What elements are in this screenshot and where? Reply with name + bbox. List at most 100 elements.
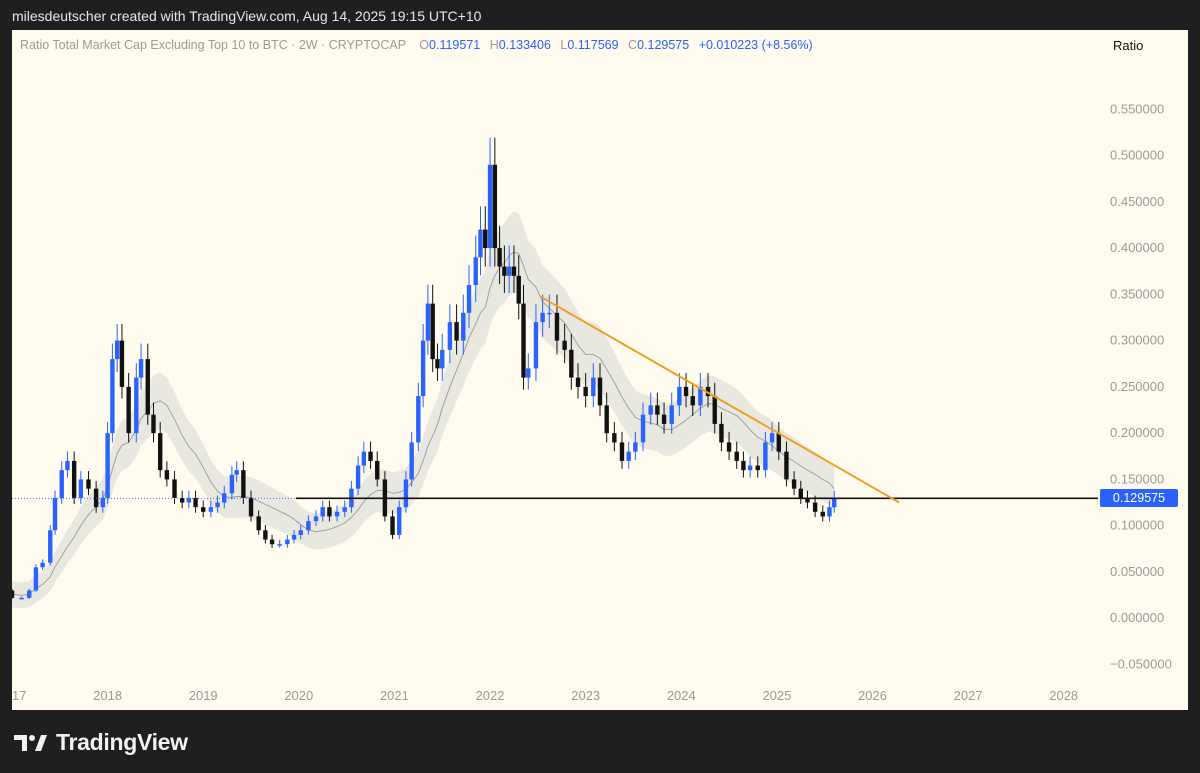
candle-body bbox=[591, 377, 596, 397]
candle-body bbox=[361, 451, 367, 466]
y-tick-label: 0.000000 bbox=[1110, 610, 1164, 625]
candle-body bbox=[812, 502, 818, 512]
candle-body bbox=[776, 433, 781, 452]
candle-body bbox=[313, 516, 319, 522]
candlestick-chart[interactable]: 0.550000 0.500000 0.450000 0.400000 0.350000… bbox=[12, 30, 1188, 710]
candle-body bbox=[569, 349, 574, 378]
open-label: O bbox=[419, 38, 430, 52]
ma-line bbox=[12, 251, 835, 596]
candle-body bbox=[633, 442, 638, 452]
candle-body bbox=[248, 497, 254, 517]
candle-body bbox=[52, 497, 58, 531]
x-tick-label: 2023 bbox=[571, 688, 600, 703]
candle-body bbox=[151, 414, 156, 434]
candle-body bbox=[648, 405, 653, 415]
candle-body bbox=[375, 460, 380, 480]
candle-body bbox=[105, 433, 110, 498]
candle-body bbox=[454, 322, 459, 341]
y-tick-label: 0.400000 bbox=[1110, 240, 1164, 255]
candle-body bbox=[208, 507, 214, 512]
candle-body bbox=[277, 544, 282, 546]
candle-body bbox=[425, 303, 431, 341]
candle-body bbox=[397, 507, 402, 535]
x-tick-label: 2018 bbox=[93, 688, 122, 703]
candle-body bbox=[59, 470, 64, 498]
close-value: 0.129575 bbox=[637, 38, 690, 52]
candle-body bbox=[40, 562, 45, 568]
low-value: 0.117569 bbox=[567, 38, 619, 52]
candle-body bbox=[741, 460, 746, 471]
candle-body bbox=[820, 511, 825, 517]
candle-body bbox=[473, 257, 478, 286]
candle-body bbox=[483, 229, 488, 249]
candle-body bbox=[193, 497, 198, 508]
candle-body bbox=[540, 312, 545, 323]
candle-body bbox=[291, 534, 297, 540]
candle-body bbox=[461, 312, 466, 341]
candle-body bbox=[285, 539, 290, 545]
candle-body bbox=[334, 511, 340, 517]
candle-body bbox=[172, 479, 177, 498]
x-tick-label: 2017 bbox=[12, 688, 26, 703]
candle-body bbox=[19, 597, 24, 600]
candle-body bbox=[263, 530, 268, 540]
candle-body bbox=[669, 405, 674, 424]
candle-body bbox=[126, 386, 131, 434]
x-tick-label: 2022 bbox=[476, 688, 505, 703]
candle-body bbox=[215, 502, 220, 508]
brand-name: TradingView bbox=[56, 729, 188, 755]
candle-body bbox=[511, 266, 517, 276]
change-value: +0.010223 (+8.56%) bbox=[698, 38, 813, 52]
candle-body bbox=[769, 433, 775, 443]
candle-body bbox=[832, 497, 837, 508]
x-tick-label: 2026 bbox=[858, 688, 887, 703]
low-label: L bbox=[560, 38, 568, 52]
candle-body bbox=[430, 303, 435, 360]
candle-body bbox=[597, 377, 603, 406]
candle-body bbox=[110, 359, 115, 434]
candle-body bbox=[164, 470, 170, 480]
candle-body bbox=[726, 442, 732, 452]
x-tick-label: 2027 bbox=[954, 688, 983, 703]
candle-body bbox=[516, 275, 521, 304]
candle-body bbox=[487, 164, 493, 249]
candle-body bbox=[368, 451, 373, 461]
x-tick-label: 2025 bbox=[762, 688, 791, 703]
y-tick-label: 0.300000 bbox=[1110, 333, 1164, 348]
candle-body bbox=[583, 386, 588, 397]
candle-body bbox=[229, 474, 235, 494]
chart-panel[interactable]: 0.550000 0.500000 0.450000 0.400000 0.350000… bbox=[12, 30, 1188, 710]
y-tick-label: −0.050000 bbox=[1110, 657, 1172, 672]
candle-body bbox=[784, 451, 789, 480]
candle-body bbox=[298, 530, 303, 535]
price-scale-label[interactable]: Ratio bbox=[1113, 38, 1144, 53]
x-tick-label: 2028 bbox=[1049, 688, 1078, 703]
candle-body bbox=[440, 349, 445, 369]
candle-body bbox=[355, 465, 361, 489]
candle-body bbox=[655, 405, 660, 415]
candle-body bbox=[186, 497, 192, 503]
candle-body bbox=[269, 539, 275, 545]
candle-body bbox=[827, 507, 832, 517]
candle-body bbox=[201, 507, 206, 512]
candle-body bbox=[100, 497, 106, 508]
candle-body bbox=[640, 414, 646, 443]
y-tick-label: 0.350000 bbox=[1110, 286, 1164, 301]
y-tick-label: 0.250000 bbox=[1110, 379, 1164, 394]
candle-body bbox=[320, 507, 325, 517]
candle-body bbox=[805, 497, 810, 503]
candle-body bbox=[342, 507, 347, 512]
candle-body bbox=[705, 386, 711, 397]
candle-body bbox=[234, 470, 239, 475]
candle-body bbox=[12, 590, 15, 598]
candle-body bbox=[492, 164, 498, 249]
candle-body bbox=[798, 488, 803, 498]
candle-body bbox=[575, 377, 581, 387]
candle-body bbox=[677, 386, 682, 406]
x-tick-label: 2024 bbox=[667, 688, 696, 703]
candle-body bbox=[521, 303, 526, 378]
candle-body bbox=[71, 460, 77, 498]
candle-body bbox=[497, 248, 502, 267]
candle-body bbox=[119, 340, 125, 387]
candle-body bbox=[554, 312, 560, 341]
